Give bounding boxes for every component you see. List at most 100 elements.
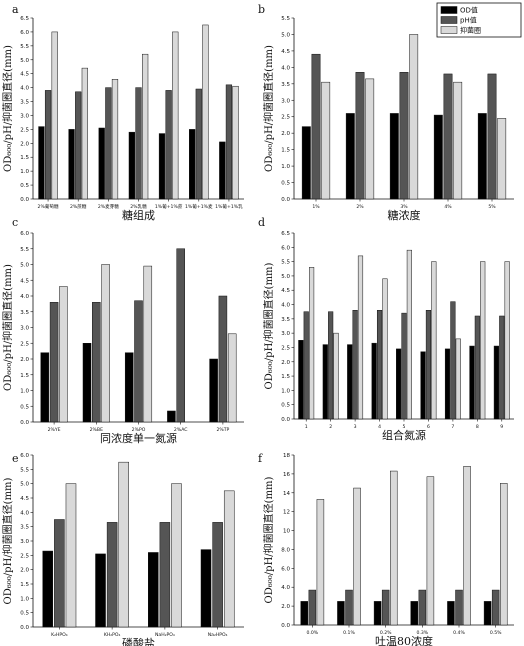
bar-d-7-0: [469, 345, 475, 420]
panel-letter-d: d: [258, 216, 265, 229]
bar-b-1-0: [345, 113, 355, 200]
y-tick-label-f-0: 0.0: [281, 623, 290, 629]
legend-label-zone: 抑菌圈: [460, 26, 481, 35]
y-tick-label-d-0: 0.0: [281, 417, 290, 423]
bar-d-8-0: [493, 345, 499, 420]
legend: OD值 pH值 抑菌圈: [436, 2, 522, 38]
bar-f-3-0: [410, 601, 418, 626]
y-tick-label-a-2: 1.0: [20, 169, 29, 175]
bar-d-1-1: [328, 311, 334, 420]
bar-d-3-1: [376, 310, 383, 420]
y-tick-label-f-3: 6.0: [281, 566, 290, 572]
y-tick-label-d-8: 4.0: [281, 303, 290, 309]
x-tick-label-d-0: 1: [305, 424, 308, 430]
x-tick-label-f-3: 0.3%: [416, 630, 428, 636]
bar-b-2-1: [399, 72, 409, 200]
legend-swatch-od: [440, 6, 458, 14]
x-tick-label-f-2: 0.2%: [380, 630, 392, 636]
bar-d-8-2: [504, 261, 510, 420]
bar-a-4-2: [172, 31, 179, 200]
legend-swatch-zone: [440, 26, 458, 34]
y-tick-label-c-2: 1.0: [20, 389, 29, 395]
bar-d-2-2: [357, 255, 364, 420]
y-title-b: OD₆₀₀/pH/抑菌圈直径(mm): [262, 45, 275, 172]
x-title-c: 同浓度单一氮源: [100, 431, 177, 445]
y-tick-label-b-11: 5.5: [281, 16, 290, 22]
y-tick-label-c-3: 1.5: [20, 373, 29, 379]
bar-d-0-2: [309, 267, 315, 420]
bar-b-4-0: [477, 113, 487, 200]
bar-a-1-1: [75, 91, 82, 200]
y-tick-label-d-3: 1.5: [281, 374, 290, 380]
legend-label-ph: pH值: [460, 16, 477, 25]
bar-c-4-2: [227, 333, 237, 423]
x-tick-label-c-3: 2%AC: [174, 427, 188, 433]
y-tick-label-f-9: 18: [283, 453, 290, 459]
chart-panel-e: e 0.0 0.5 1.0 1.5 2.0 2.5 3.0 3.5 4.0 4.5 5.0 5.5 6.0…: [1, 452, 244, 646]
y-tick-label-d-12: 6.0: [281, 245, 290, 251]
bar-c-1-1: [92, 302, 101, 423]
bar-f-0-1: [308, 589, 317, 626]
bar-d-5-2: [431, 261, 437, 420]
bar-e-0-1: [54, 519, 65, 628]
x-tick-label-a-3: 2%乳糖: [130, 203, 147, 210]
bar-f-5-2: [500, 483, 508, 626]
x-tick-label-a-6: 1%葡+1%乳: [215, 203, 243, 210]
bar-c-3-1: [176, 248, 185, 423]
chart-panel-a: a 0.0 0.5 1.0 1.5 2.0 2.5 3.0 3.5 4.0 4.5 5.0 5.5 6.0…: [1, 3, 244, 222]
x-tick-label-c-4: 2%TP: [216, 427, 229, 433]
y-tick-label-d-5: 2.5: [281, 345, 290, 351]
y-tick-label-c-4: 2.0: [20, 357, 29, 363]
y-tick-label-a-3: 1.5: [20, 155, 29, 161]
x-tick-label-a-2: 2%麦芽糖: [98, 203, 119, 210]
bar-f-5-1: [491, 589, 500, 626]
x-tick-label-d-6: 7: [451, 424, 454, 430]
bar-a-5-1: [195, 88, 202, 200]
x-tick-label-f-5: 0.5%: [490, 630, 502, 636]
bar-d-6-2: [455, 338, 461, 420]
y-tick-label-e-11: 5.5: [20, 467, 29, 473]
bar-d-6-1: [450, 301, 456, 420]
y-tick-label-b-3: 1.5: [281, 148, 290, 154]
y-tick-label-e-3: 1.5: [20, 582, 29, 588]
y-tick-label-a-12: 6.0: [20, 30, 29, 36]
bar-a-0-1: [44, 90, 52, 200]
y-tick-label-d-6: 3.0: [281, 331, 290, 337]
x-title-d: 组合氮源: [382, 428, 426, 442]
bar-f-4-0: [447, 601, 455, 626]
bar-a-4-0: [158, 133, 166, 200]
chart-panels: a 0.0 0.5 1.0 1.5 2.0 2.5 3.0 3.5 4.0 4.5 5.0 5.5 6.0…: [1, 3, 514, 646]
x-tick-label-a-0: 2%葡萄糖: [38, 203, 59, 210]
legend-swatch-ph: [440, 16, 458, 24]
x-tick-label-e-2: NaH₂PO₄: [155, 632, 175, 638]
y-tick-label-e-6: 3.0: [20, 539, 29, 545]
y-tick-label-f-7: 14: [283, 491, 290, 497]
y-tick-label-c-5: 2.5: [20, 341, 29, 347]
y-tick-label-a-11: 5.5: [20, 44, 29, 50]
x-tick-label-f-0: 0.0%: [306, 630, 318, 636]
panel-letter-b: b: [258, 3, 265, 16]
y-tick-label-f-8: 16: [283, 472, 290, 478]
bar-b-3-0: [433, 114, 443, 200]
bar-d-2-0: [347, 344, 353, 420]
x-title-f: 吐温80浓度: [375, 634, 433, 646]
y-tick-label-b-6: 3.0: [281, 98, 290, 104]
bar-c-0-0: [40, 352, 50, 423]
bar-e-3-1: [212, 522, 223, 628]
y-tick-label-e-7: 3.5: [20, 525, 29, 531]
bar-d-4-2: [406, 249, 412, 420]
y-tick-label-b-9: 4.5: [281, 49, 290, 55]
bar-f-3-1: [418, 589, 427, 626]
bar-c-2-2: [143, 265, 153, 423]
bar-f-1-2: [353, 487, 361, 626]
bar-e-2-0: [148, 552, 159, 628]
y-tick-label-a-5: 2.5: [20, 127, 29, 133]
y-tick-label-e-0: 0.0: [20, 625, 29, 631]
y-tick-label-d-11: 5.5: [281, 260, 290, 266]
x-tick-label-c-0: 2%YE: [48, 427, 61, 433]
bar-d-3-2: [382, 278, 388, 420]
x-tick-label-d-7: 8: [476, 424, 479, 430]
bar-d-2-1: [352, 310, 358, 420]
panel-letter-e: e: [12, 452, 19, 465]
y-tick-label-a-6: 3.0: [20, 113, 29, 119]
